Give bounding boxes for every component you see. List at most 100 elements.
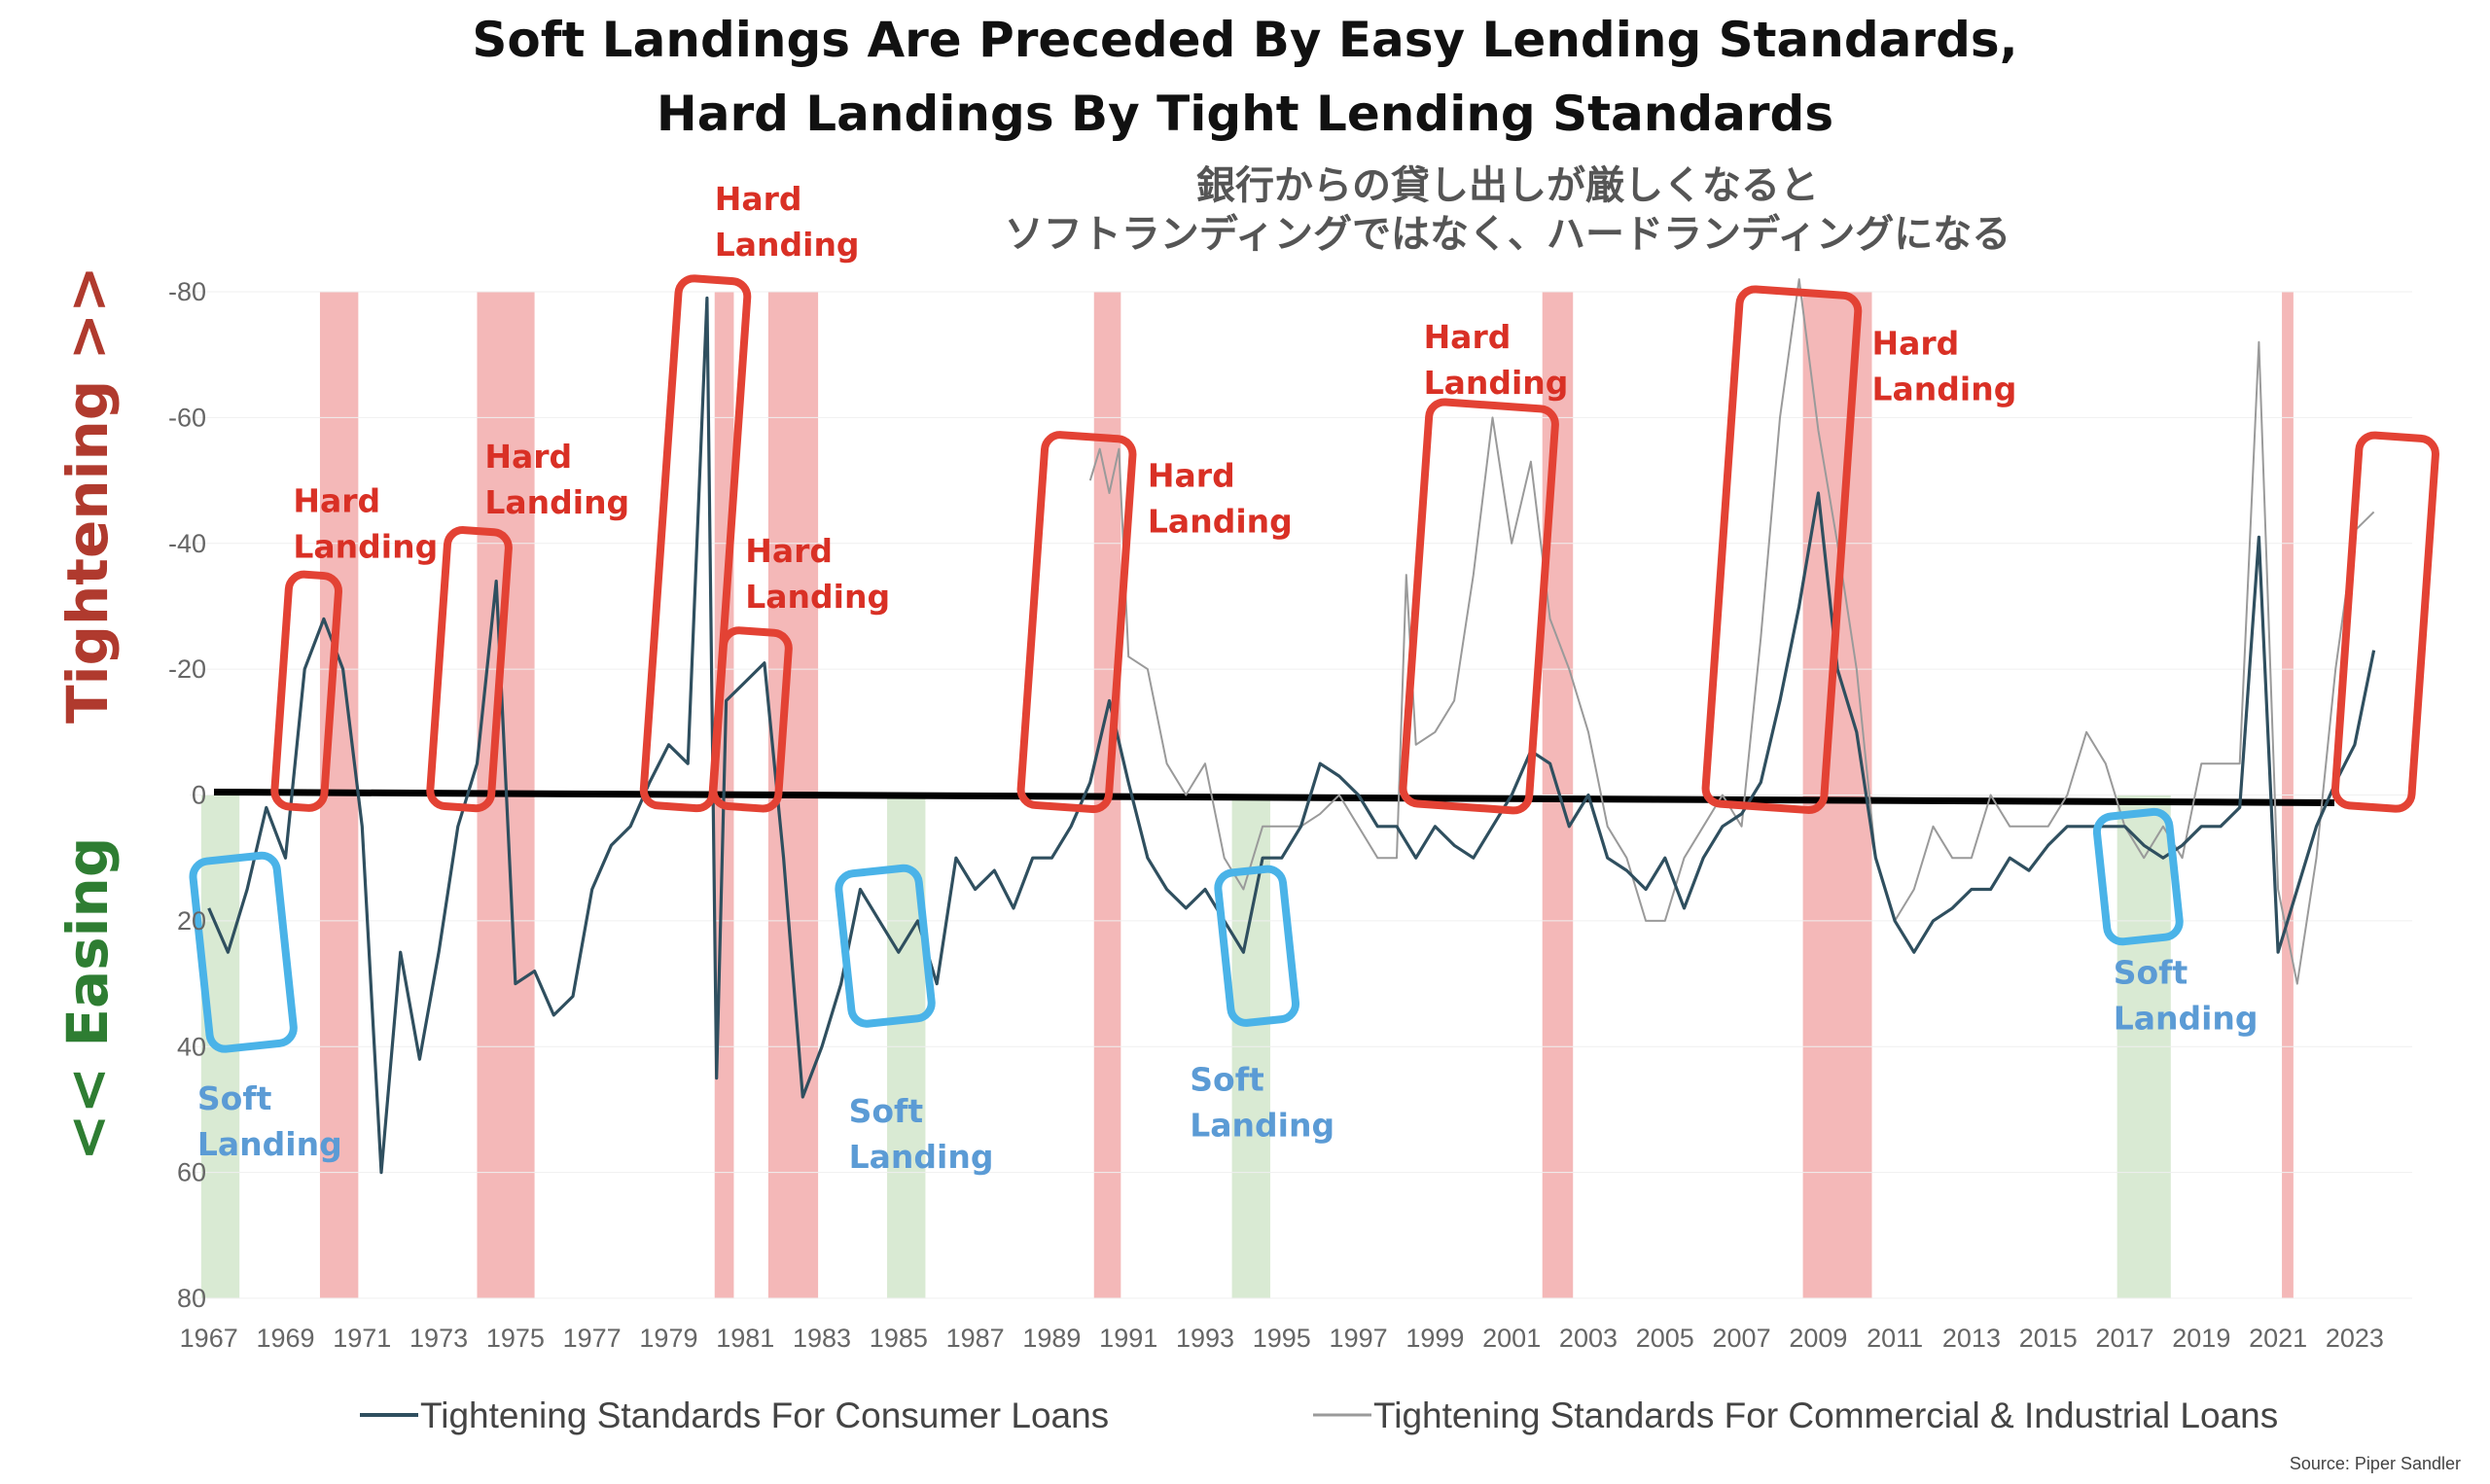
legend-label-consumer: Tightening Standards For Consumer Loans — [420, 1396, 1109, 1435]
hard-landing-label: Hard Landing — [1872, 325, 2017, 408]
hard-landing-label: Hard Landing — [715, 180, 860, 264]
soft-landing-label-line: Soft — [1190, 1061, 1264, 1099]
hard-landing-label-line: Landing — [715, 226, 860, 264]
hard-landing-label-line: Landing — [1424, 364, 1569, 402]
hard-landing-box — [1016, 431, 1137, 814]
soft-landing-label-line: Soft — [197, 1079, 272, 1117]
hard-landing-label-line: Landing — [1872, 371, 2017, 408]
x-tick-label: 2021 — [2249, 1324, 2307, 1353]
highlight-boxes — [189, 274, 2439, 1053]
hard-landing-label: Hard Landing — [1148, 457, 1293, 541]
y-axis-ticks: -80 -60 -40 -20 0 20 40 60 80 — [168, 277, 206, 1313]
x-tick-label: 1985 — [870, 1324, 928, 1353]
hard-landing-label-line: Landing — [1148, 503, 1293, 541]
x-tick-label: 1997 — [1330, 1324, 1388, 1353]
hard-landing-box — [1701, 285, 1863, 814]
x-tick-label: 1999 — [1405, 1324, 1464, 1353]
soft-landing-label: Soft Landing — [197, 1079, 342, 1163]
y-tick-label: 80 — [177, 1284, 206, 1313]
chart-title-line-1: Soft Landings Are Preceded By Easy Lendi… — [472, 12, 2018, 68]
y-tick-label: -80 — [168, 277, 206, 306]
landing-annotations: Hard Landing Hard Landing Hard Landing Hard Lan… — [197, 180, 2259, 1176]
consumer-loans-line — [207, 296, 2376, 1175]
x-axis-ticks: 1967 1969 1971 1973 1975 1977 1979 1981 1983 1985… — [180, 1324, 2384, 1353]
soft-landing-label-line: Soft — [2114, 954, 2188, 992]
soft-landing-box — [189, 851, 298, 1053]
x-tick-label: 1967 — [180, 1324, 238, 1353]
hard-landing-label: Hard Landing — [745, 532, 890, 616]
hard-landing-label-line: Hard — [715, 180, 802, 218]
soft-landing-label: Soft Landing — [2114, 954, 2259, 1038]
hard-landing-label-line: Hard — [1148, 457, 1235, 495]
soft-landing-label: Soft Landing — [849, 1092, 994, 1176]
soft-landing-box — [2092, 807, 2184, 946]
source-note: Source: Piper Sandler — [2289, 1454, 2461, 1473]
x-tick-label: 2003 — [1559, 1324, 1618, 1353]
y-tick-label: 20 — [177, 906, 206, 936]
y-tick-label: 0 — [192, 781, 206, 810]
x-tick-label: 1991 — [1099, 1324, 1157, 1353]
hard-landing-label-line: Landing — [484, 483, 629, 521]
x-tick-label: 2009 — [1789, 1324, 1847, 1353]
hard-landing-box — [709, 626, 793, 813]
zero-axis-line — [213, 789, 2335, 806]
hard-landing-label-line: Hard — [1872, 325, 1960, 363]
legend-label-commercial: Tightening Standards For Commercial & In… — [1373, 1396, 2278, 1435]
x-tick-label: 2017 — [2095, 1324, 2153, 1353]
hard-landing-label-line: Hard — [745, 532, 833, 570]
x-tick-label: 2023 — [2326, 1324, 2384, 1353]
x-tick-label: 2007 — [1713, 1324, 1771, 1353]
hard-landing-label: Hard Landing — [484, 438, 629, 521]
x-tick-label: 1979 — [639, 1324, 697, 1353]
soft-landing-box — [835, 864, 936, 1028]
zero-line — [213, 789, 2335, 806]
hard-landing-label-line: Hard — [484, 438, 572, 476]
x-tick-label: 1983 — [793, 1324, 851, 1353]
x-tick-label: 1973 — [409, 1324, 468, 1353]
y-tick-label: 60 — [177, 1158, 206, 1187]
chart-title-line-2: Hard Landings By Tight Lending Standards — [656, 86, 1834, 142]
soft-landing-label-line: Landing — [197, 1125, 342, 1163]
x-tick-label: 1989 — [1022, 1324, 1081, 1353]
y-tick-label: -40 — [168, 529, 206, 558]
japanese-caption-line-2: ソフトランディングではなく、ハードランディングになる — [1004, 212, 2011, 257]
soft-landing-label-line: Landing — [2114, 1000, 2259, 1038]
hard-landing-label-line: Hard — [293, 481, 380, 519]
y-tick-label: -20 — [168, 654, 206, 684]
grid — [190, 291, 2412, 1299]
x-tick-label: 2001 — [1482, 1324, 1541, 1353]
soft-landing-label: Soft Landing — [1190, 1061, 1334, 1145]
x-tick-label: 2019 — [2172, 1324, 2230, 1353]
hard-landing-box — [1399, 398, 1559, 815]
hard-landing-label: Hard Landing — [1424, 318, 1569, 402]
x-tick-label: 1995 — [1253, 1324, 1311, 1353]
x-tick-label: 2015 — [2019, 1324, 2078, 1353]
japanese-caption-line-1: 銀行からの貸し出しが厳しくなると — [1196, 163, 1819, 208]
hard-landing-label-line: Landing — [745, 578, 890, 616]
soft-landing-label-line: Landing — [849, 1138, 994, 1176]
y-tick-label: -60 — [168, 403, 206, 432]
hard-landing-label-line: Landing — [293, 527, 438, 565]
x-tick-label: 2013 — [1942, 1324, 2001, 1353]
hard-landing-box — [426, 526, 513, 813]
x-tick-label: 1971 — [333, 1324, 391, 1353]
soft-landing-label-line: Landing — [1190, 1107, 1334, 1145]
soft-landing-label-line: Soft — [849, 1092, 924, 1130]
soft-landing-box — [1214, 865, 1300, 1027]
x-tick-label: 1975 — [486, 1324, 545, 1353]
hard-landing-label: Hard Landing — [293, 481, 438, 565]
y-tick-label: 40 — [177, 1032, 206, 1061]
legend: Tightening Standards For Consumer Loans T… — [360, 1396, 2278, 1435]
x-tick-label: 1987 — [946, 1324, 1005, 1353]
x-tick-label: 1969 — [256, 1324, 314, 1353]
x-tick-label: 1993 — [1176, 1324, 1234, 1353]
x-tick-label: 2005 — [1636, 1324, 1694, 1353]
hard-landing-box — [2330, 431, 2439, 813]
data-series — [207, 278, 2376, 1175]
commercial-loans-line — [1088, 278, 2375, 985]
hard-landing-label-line: Hard — [1424, 318, 1512, 356]
hard-landing-box — [270, 570, 342, 812]
x-tick-label: 2011 — [1867, 1324, 1923, 1353]
x-tick-label: 1977 — [563, 1324, 622, 1353]
